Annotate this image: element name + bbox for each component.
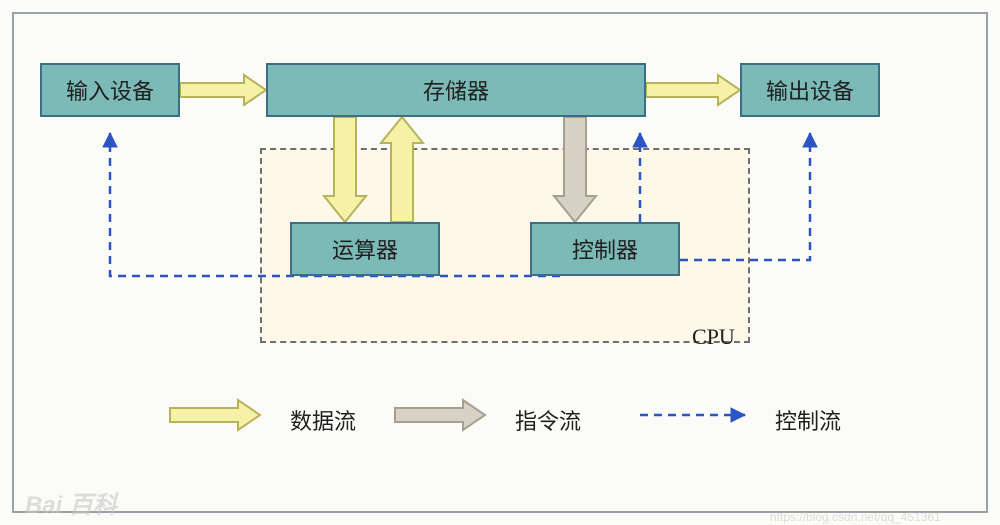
legend-instruction-label: 指令流 bbox=[515, 404, 581, 436]
watermark-csdn: https://blog.csdn.net/qq_451361 bbox=[770, 510, 941, 524]
node-alu: 运算器 bbox=[290, 222, 440, 276]
diagram-canvas: CPU 输入设备 存储器 输出设备 运算器 控制器 数据流 指令流 控制流 Ba… bbox=[0, 0, 1000, 525]
node-memory-label: 存储器 bbox=[423, 74, 489, 106]
node-controller: 控制器 bbox=[530, 222, 680, 276]
node-output-label: 输出设备 bbox=[766, 74, 854, 106]
node-input-label: 输入设备 bbox=[66, 74, 154, 106]
node-memory: 存储器 bbox=[266, 63, 646, 117]
legend-data-label: 数据流 bbox=[290, 404, 356, 436]
legend-control-label: 控制流 bbox=[775, 404, 841, 436]
node-output: 输出设备 bbox=[740, 63, 880, 117]
node-input: 输入设备 bbox=[40, 63, 180, 117]
watermark-baidu: Bai 百科 bbox=[25, 485, 117, 520]
node-alu-label: 运算器 bbox=[332, 233, 398, 265]
node-controller-label: 控制器 bbox=[572, 233, 638, 265]
